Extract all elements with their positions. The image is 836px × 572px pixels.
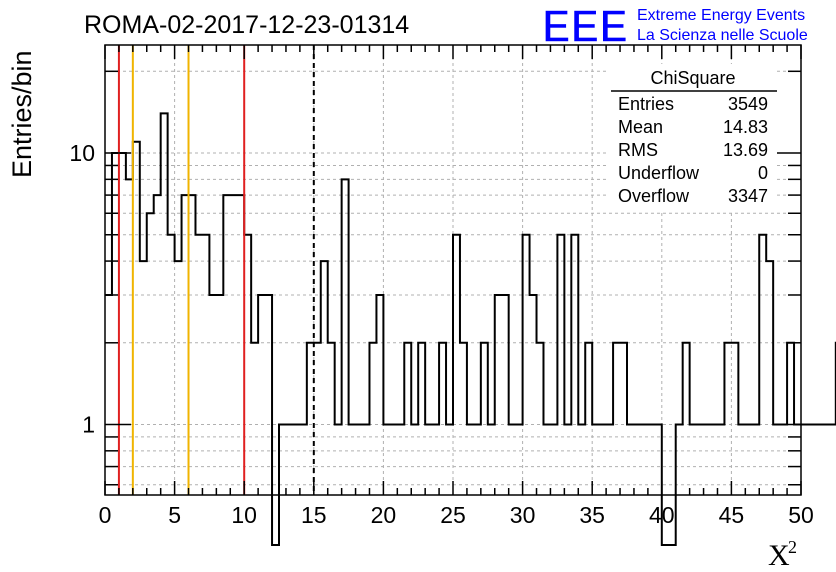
stats-row-label: Underflow — [618, 163, 700, 183]
stats-box-background — [609, 64, 777, 212]
stats-row-value: 13.69 — [723, 140, 768, 160]
x-tick-label: 50 — [788, 502, 814, 528]
x-tick-label: 5 — [168, 502, 181, 528]
y-tick-label: 10 — [69, 140, 95, 166]
logo-mark: EEE — [542, 0, 628, 52]
eee-logo: EEE Extreme Energy Events La Scienza nel… — [541, 0, 808, 53]
x-tick-label: 20 — [371, 502, 397, 528]
x-tick-label: 40 — [649, 502, 675, 528]
histogram-line — [105, 112, 836, 546]
axes: 0 5 10 15 20 25 30 35 40 45 50 1 10 — [69, 44, 814, 528]
stats-row-label: Entries — [618, 94, 674, 114]
y-tick-label: 1 — [82, 412, 95, 438]
stats-row-value: 3549 — [728, 94, 768, 114]
stats-row-label: Overflow — [618, 186, 690, 206]
x-tick-label: 35 — [579, 502, 605, 528]
x-tick-label: 30 — [510, 502, 536, 528]
stats-row-value: 14.83 — [723, 117, 768, 137]
x-axis-label-main: X — [768, 539, 790, 572]
x-tick-label: 0 — [99, 502, 112, 528]
stats-row-label: Mean — [618, 117, 663, 137]
stats-row-label: RMS — [618, 140, 658, 160]
x-tick-label: 10 — [231, 502, 257, 528]
stats-row-value: 0 — [758, 163, 768, 183]
x-axis-label: X 2 — [768, 537, 797, 572]
chart-title: ROMA-02-2017-12-23-01314 — [84, 11, 409, 39]
stats-box-title: ChiSquare — [650, 68, 735, 88]
logo-line-2: La Scienza nelle Scuole — [637, 27, 808, 44]
reference-lines — [117, 45, 315, 495]
stats-row-value: 3347 — [728, 186, 768, 206]
y-axis-label: Entries/bin — [7, 50, 37, 178]
stats-box: ChiSquare Entries 3549 Mean 14.83 RMS 13.69 Un… — [609, 64, 777, 212]
x-tick-label: 45 — [719, 502, 745, 528]
x-axis-label-superscript: 2 — [788, 537, 797, 557]
histogram — [105, 112, 836, 546]
logo-line-1: Extreme Energy Events — [637, 7, 805, 24]
x-tick-label: 15 — [301, 502, 327, 528]
x-tick-label: 25 — [440, 502, 466, 528]
